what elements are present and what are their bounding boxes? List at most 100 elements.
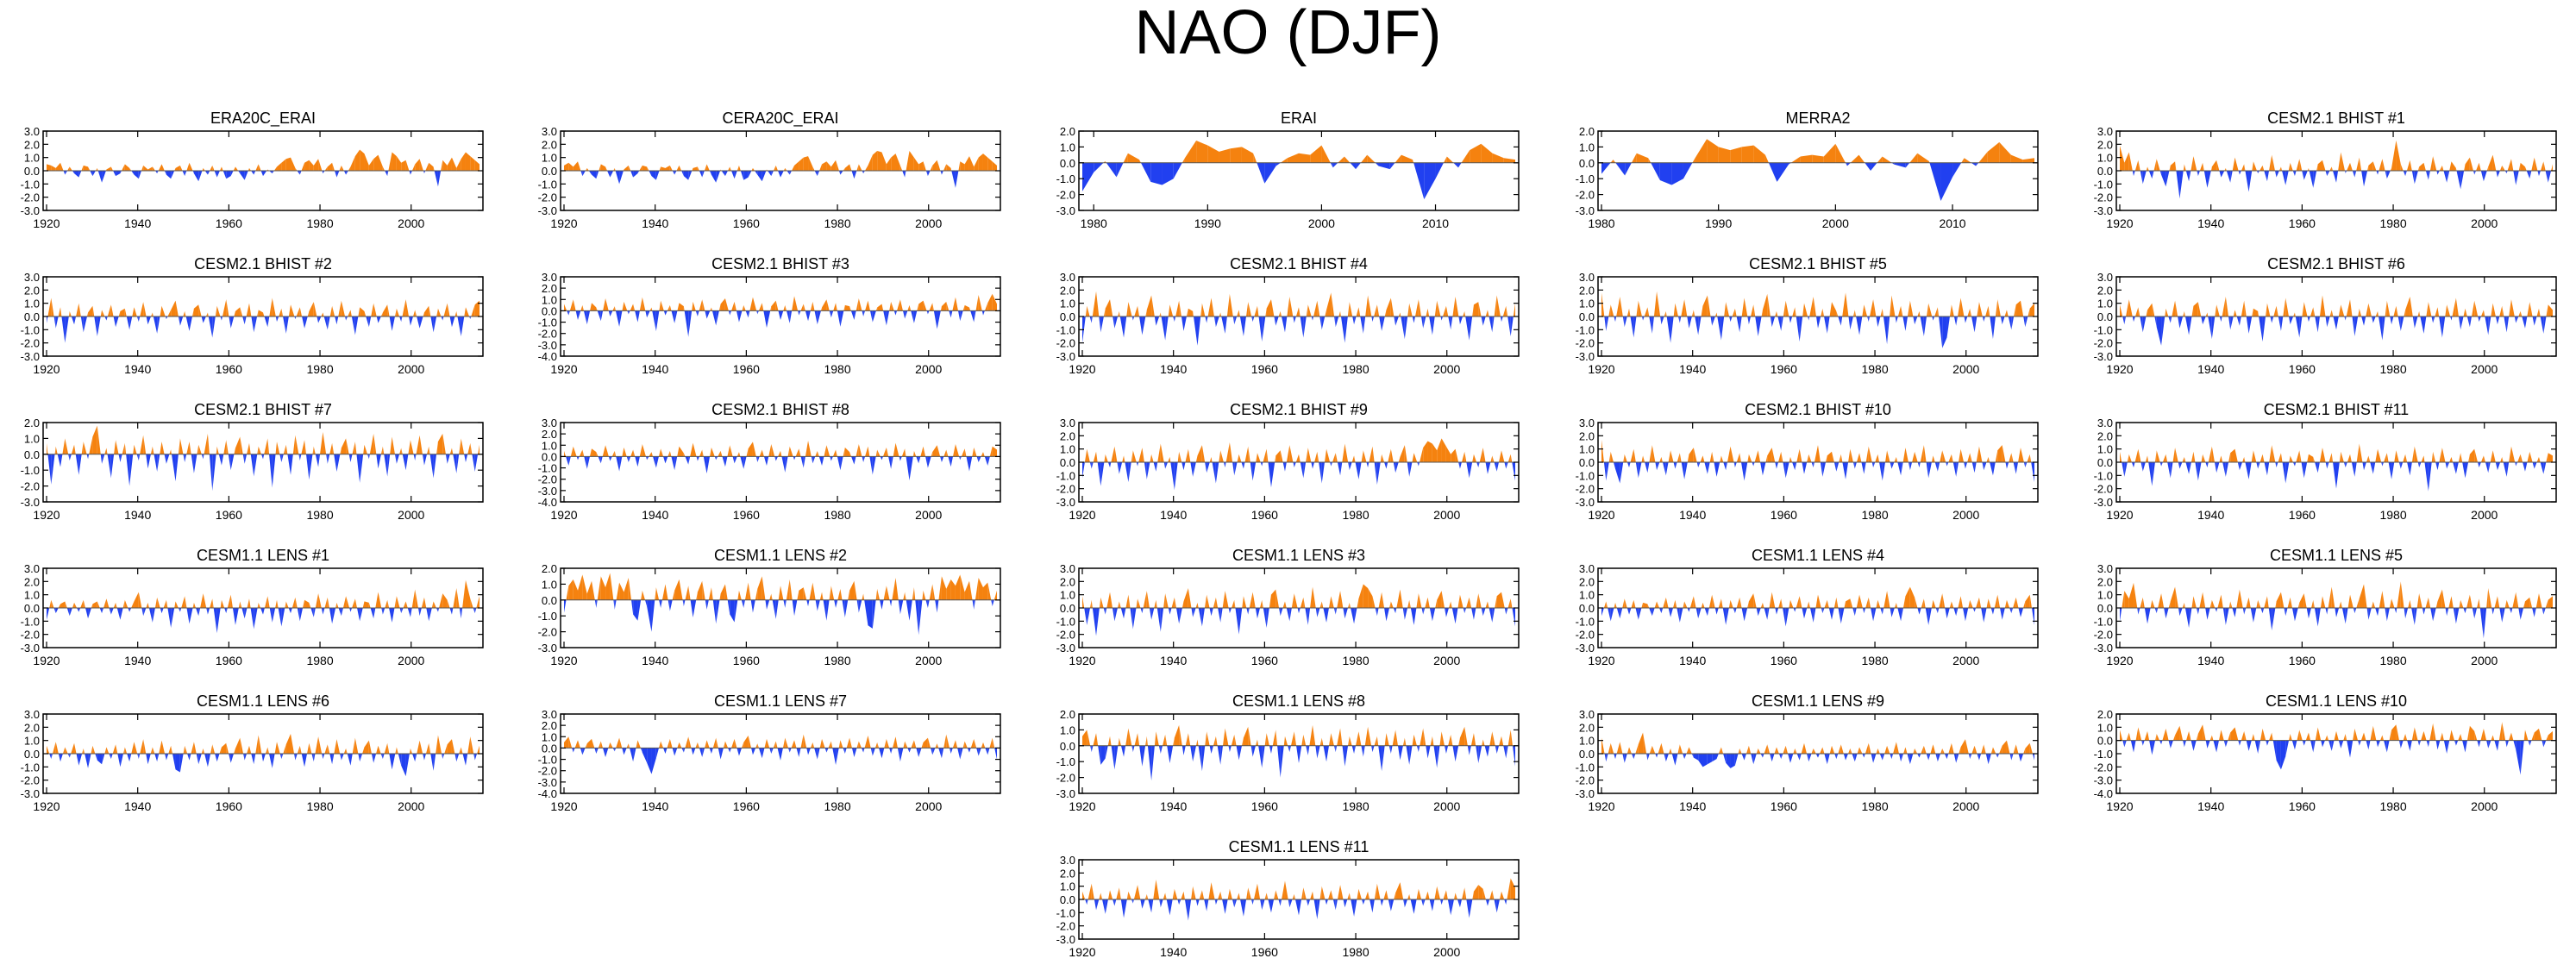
positive-area <box>970 738 975 749</box>
negative-area <box>1335 316 1339 328</box>
positive-area <box>338 300 342 316</box>
positive-area <box>1091 599 1093 608</box>
positive-area <box>1287 297 1290 316</box>
negative-area <box>2390 316 2392 325</box>
positive-area <box>932 445 937 457</box>
negative-area <box>2140 462 2143 472</box>
positive-area <box>248 303 252 316</box>
positive-area <box>1672 599 1676 608</box>
positive-area <box>1154 731 1156 746</box>
negative-area <box>51 454 55 485</box>
positive-area <box>710 307 711 311</box>
positive-area <box>961 448 965 457</box>
negative-area <box>136 454 139 461</box>
negative-area <box>2018 754 2021 762</box>
positive-area <box>2013 597 2016 608</box>
negative-area <box>2526 171 2530 179</box>
x-tick-label: 2000 <box>1433 362 1460 376</box>
positive-area <box>304 160 310 171</box>
negative-area <box>1836 754 1839 760</box>
positive-area <box>257 602 259 608</box>
negative-area <box>1478 462 1480 468</box>
positive-area <box>396 747 398 754</box>
positive-area <box>803 587 807 600</box>
negative-area <box>1854 608 1857 617</box>
negative-area <box>2414 316 2418 329</box>
y-tick-label: -2.0 <box>1576 337 1595 350</box>
negative-area <box>1404 608 1408 620</box>
positive-area <box>1633 448 1636 462</box>
positive-area <box>2002 445 2006 462</box>
negative-area <box>2491 608 2493 615</box>
negative-area <box>630 748 634 762</box>
positive-area <box>447 157 452 171</box>
negative-area <box>1622 316 1625 328</box>
positive-area <box>812 166 815 171</box>
negative-area <box>1673 462 1676 469</box>
positive-area <box>2378 310 2379 316</box>
negative-area <box>981 310 983 316</box>
positive-area <box>1767 448 1772 462</box>
negative-area <box>1495 745 1497 754</box>
negative-area <box>474 754 478 761</box>
negative-area <box>1716 462 1720 477</box>
positive-area <box>123 747 125 754</box>
positive-area <box>1270 589 1276 608</box>
negative-area <box>2378 608 2379 617</box>
negative-area <box>1606 754 1608 762</box>
negative-area <box>1207 462 1210 473</box>
positive-area <box>1169 456 1171 462</box>
positive-area <box>2183 310 2184 316</box>
positive-area <box>2419 162 2424 171</box>
negative-area <box>1729 316 1731 323</box>
negative-area <box>2142 171 2147 185</box>
negative-area <box>263 608 265 615</box>
y-tick-label: -2.0 <box>538 626 557 639</box>
negative-area <box>410 608 412 617</box>
positive-area <box>923 590 926 600</box>
positive-area <box>940 306 942 311</box>
positive-area <box>235 436 241 454</box>
positive-area <box>2128 152 2133 171</box>
negative-area <box>1201 608 1205 627</box>
negative-area <box>1971 316 1975 333</box>
negative-area <box>592 171 597 179</box>
negative-area <box>2302 171 2304 180</box>
negative-area <box>1286 608 1290 622</box>
positive-area <box>2405 454 2408 462</box>
positive-area <box>341 300 346 316</box>
negative-area <box>78 608 81 612</box>
positive-area <box>1386 733 1389 746</box>
x-tick-label: 1980 <box>824 799 850 813</box>
negative-area <box>1984 316 1986 323</box>
negative-area <box>799 310 801 316</box>
positive-area <box>2120 145 2125 171</box>
x-tick-label: 1940 <box>1679 362 1706 376</box>
negative-area <box>1744 608 1748 622</box>
negative-area <box>1792 462 1796 471</box>
positive-area <box>840 588 843 600</box>
negative-area <box>960 456 962 460</box>
positive-area <box>1876 599 1878 608</box>
negative-area <box>817 748 820 760</box>
y-tick-label: -3.0 <box>21 350 40 363</box>
negative-area <box>193 171 199 182</box>
positive-area <box>364 444 368 454</box>
negative-area <box>1767 608 1770 620</box>
negative-area <box>1756 608 1758 617</box>
negative-area <box>1935 608 1938 614</box>
positive-area <box>1168 456 1170 462</box>
positive-area <box>637 740 641 749</box>
positive-area <box>1278 310 1281 316</box>
negative-area <box>2020 754 2024 762</box>
positive-area <box>2122 591 2125 608</box>
x-tick-label: 1920 <box>550 508 577 522</box>
positive-area <box>1215 597 1219 608</box>
negative-area <box>1867 316 1869 323</box>
positive-area <box>1970 308 1972 316</box>
negative-area <box>2472 608 2475 619</box>
positive-area <box>1689 596 1694 608</box>
negative-area <box>799 748 801 757</box>
positive-area <box>81 165 84 171</box>
negative-area <box>321 608 323 615</box>
